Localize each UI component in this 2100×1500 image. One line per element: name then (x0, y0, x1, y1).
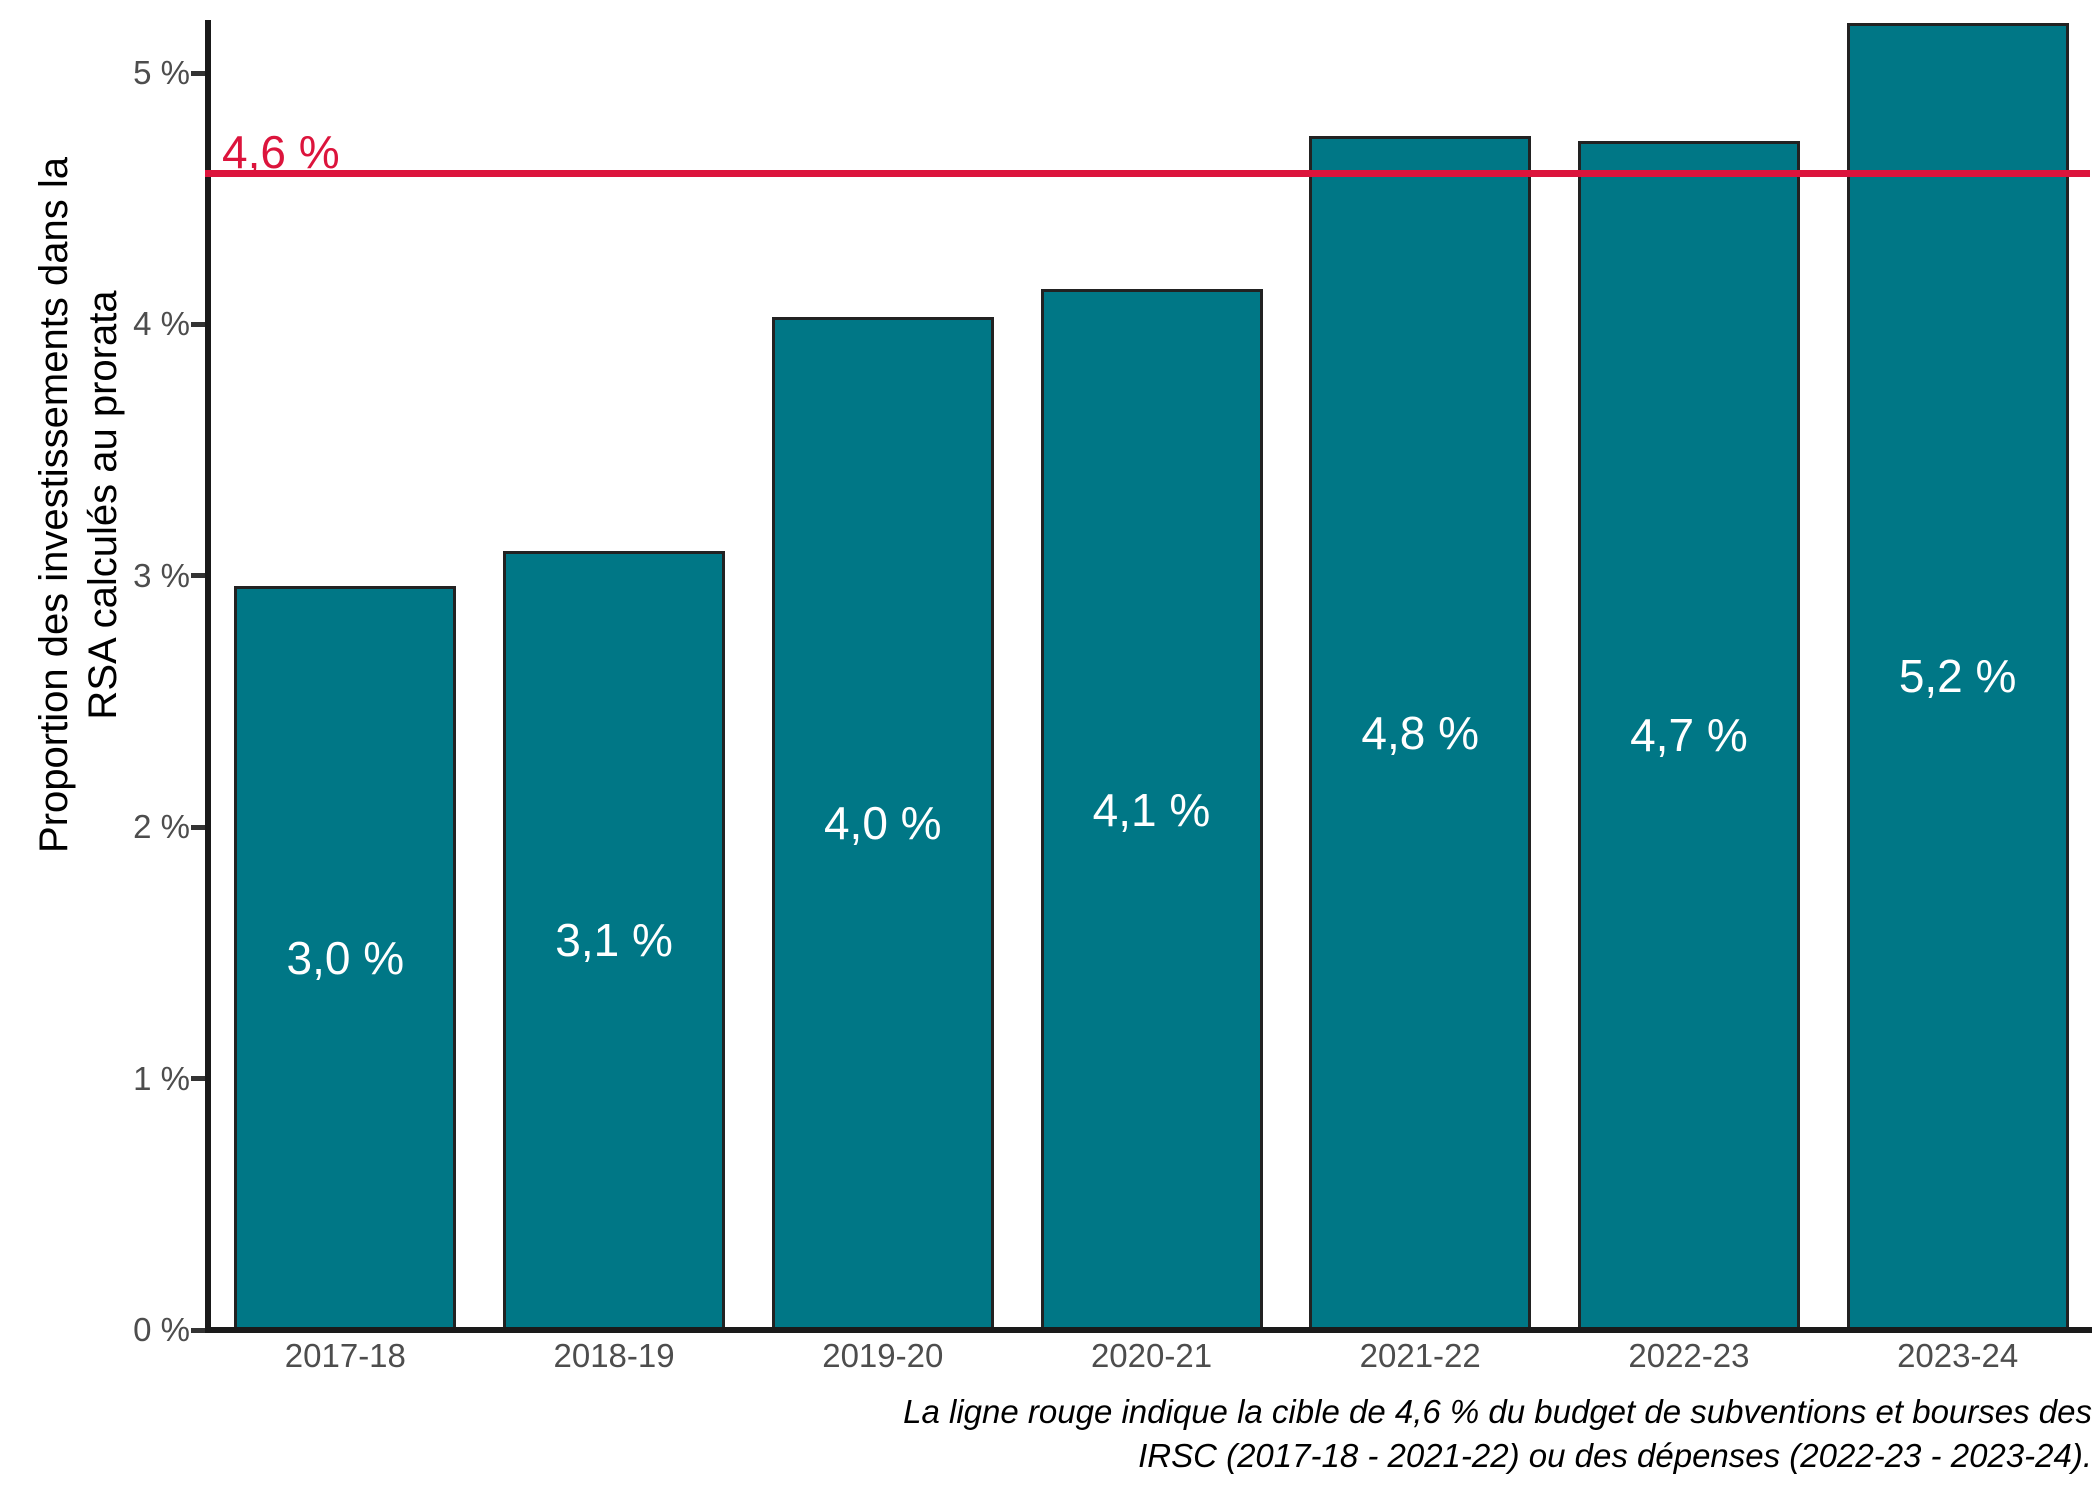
x-axis-line (205, 1327, 2092, 1333)
caption-line1: La ligne rouge indique la cible de 4,6 %… (903, 1393, 2092, 1430)
bar-2017-18 (234, 585, 457, 1333)
bar-value-label-2022-23: 4,7 % (1630, 709, 1748, 762)
x-tick-label-2023-24: 2023-24 (1897, 1337, 2019, 1374)
x-tick-label-2021-22: 2021-22 (1359, 1337, 1481, 1374)
x-tick-label-2020-21: 2020-21 (1090, 1337, 1213, 1374)
x-tick-label-2017-18: 2017-18 (284, 1337, 406, 1374)
y-tick-mark-3 (191, 573, 205, 579)
caption-line2: IRSC (2017-18 - 2021-22) ou des dépenses… (1138, 1437, 2092, 1474)
y-tick-mark-2 (191, 824, 205, 830)
y-axis-title: Proportion des investissements dans la R… (30, 125, 130, 885)
bar-value-label-2020-21: 4,1 % (1092, 783, 1211, 836)
x-tick-label-2019-20: 2019-20 (822, 1337, 944, 1374)
y-tick-label-1: 1 % (133, 1059, 190, 1097)
y-tick-label-4: 4 % (133, 305, 190, 343)
bar-value-label-2019-20: 4,0 % (823, 797, 942, 850)
y-tick-mark-1 (191, 1076, 205, 1082)
bar-2021-22 (1309, 135, 1532, 1333)
bar-2022-23 (1577, 140, 1800, 1333)
bar-value-label-2023-24: 5,2 % (1898, 650, 2017, 703)
x-tick-label-2018-19: 2018-19 (553, 1337, 675, 1374)
y-tick-mark-0 (191, 1327, 205, 1333)
y-axis-spine (205, 20, 211, 1333)
y-axis-title-line2: RSA calculés au prorata (81, 290, 125, 720)
y-tick-label-2: 2 % (133, 808, 190, 846)
target-line-label: 4,6 % (222, 126, 340, 178)
bar-2023-24 (1846, 22, 2069, 1333)
x-tick-label-2022-23: 2022-23 (1628, 1337, 1750, 1374)
y-tick-label-5: 5 % (133, 54, 190, 91)
chart-caption: La ligne rouge indique la cible de 4,6 %… (492, 1390, 2092, 1478)
bar-2020-21 (1040, 289, 1263, 1333)
target-line (205, 170, 2090, 177)
y-axis-title-line1: Proportion des investissements dans la (32, 157, 76, 853)
y-tick-mark-5 (191, 70, 205, 76)
bar-value-label-2017-18: 3,0 % (286, 931, 405, 984)
bar-value-label-2021-22: 4,8 % (1361, 706, 1480, 759)
bar-value-label-2018-19: 3,1 % (555, 914, 673, 967)
bar-2018-19 (503, 550, 726, 1333)
y-tick-label-0: 0 % (133, 1311, 190, 1348)
y-tick-label-3: 3 % (133, 556, 190, 594)
y-tick-mark-4 (191, 321, 205, 327)
